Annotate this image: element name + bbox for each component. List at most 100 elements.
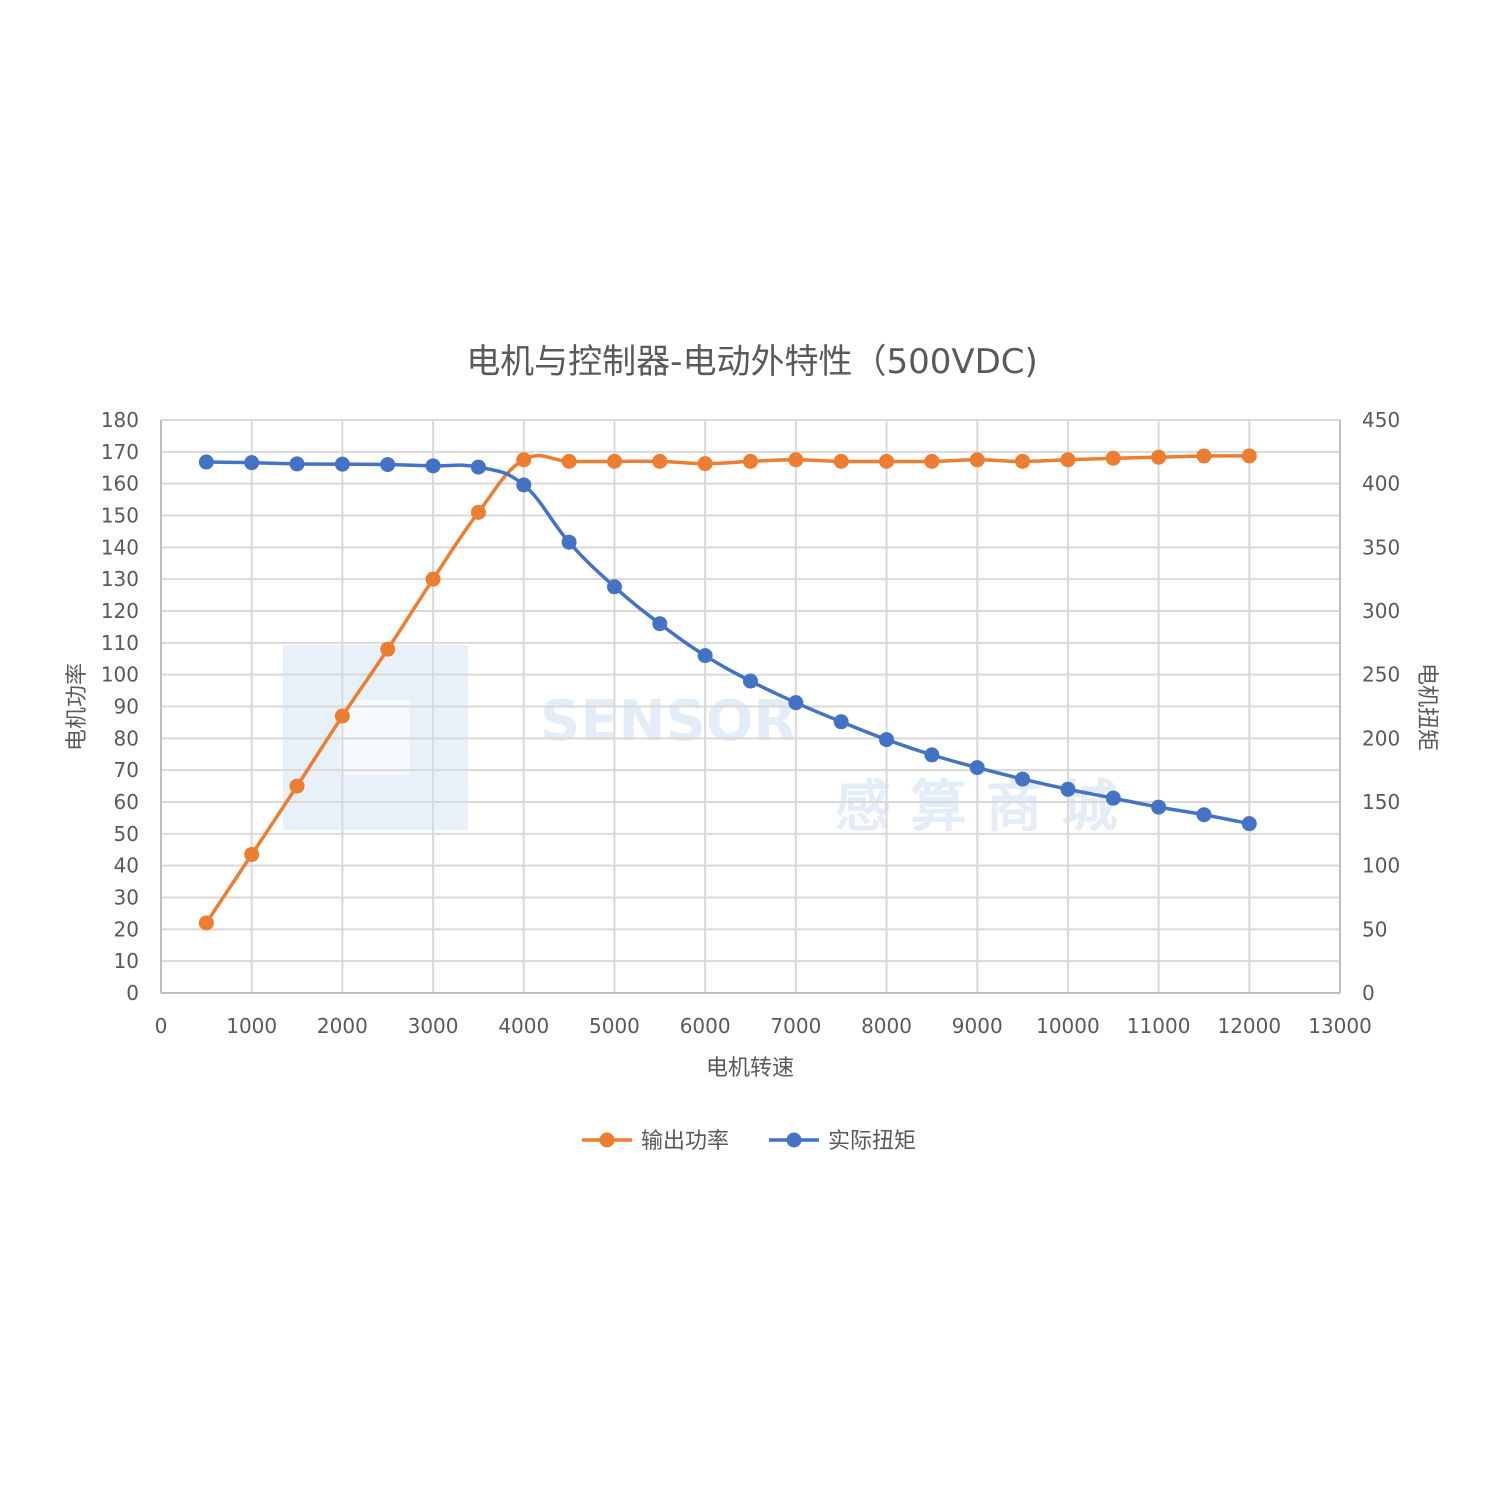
y-tick-label-right: 200 — [1362, 726, 1400, 750]
axes — [160, 420, 1341, 994]
data-point-torque[interactable] — [606, 579, 622, 595]
data-point-power[interactable] — [652, 453, 668, 469]
data-point-power[interactable] — [697, 456, 713, 472]
data-point-torque[interactable] — [561, 534, 577, 550]
legend-item-power[interactable]: 输出功率 — [582, 1129, 729, 1154]
data-point-power[interactable] — [924, 453, 940, 469]
y-tick-label-left: 0 — [126, 981, 139, 1005]
x-tick-label: 4000 — [498, 1014, 549, 1038]
data-point-torque[interactable] — [1060, 781, 1076, 797]
y-tick-label-right: 450 — [1362, 408, 1400, 432]
data-point-power[interactable] — [1060, 452, 1076, 468]
x-tick-label: 3000 — [408, 1014, 459, 1038]
data-point-torque[interactable] — [697, 648, 713, 664]
data-point-torque[interactable] — [334, 456, 350, 472]
legend: 输出功率 实际扭矩 — [582, 1129, 916, 1154]
legend-marker-power — [599, 1132, 615, 1148]
y-tick-label-left: 30 — [114, 886, 139, 910]
data-point-power[interactable] — [969, 452, 985, 468]
y-tick-label-left: 40 — [114, 854, 139, 878]
data-point-torque[interactable] — [788, 695, 804, 711]
x-tick-label: 10000 — [1036, 1014, 1100, 1038]
grid-lines — [161, 419, 1341, 993]
y-tick-label-left: 140 — [101, 535, 139, 559]
x-tick-label: 2000 — [317, 1014, 368, 1038]
x-tick-label: 11000 — [1127, 1014, 1191, 1038]
data-point-torque[interactable] — [833, 714, 849, 730]
data-point-torque[interactable] — [652, 616, 668, 632]
data-point-power[interactable] — [1015, 453, 1031, 469]
data-point-power[interactable] — [788, 452, 804, 468]
data-point-power[interactable] — [833, 453, 849, 469]
watermark-brand: SENSOR — [540, 689, 797, 754]
y-tick-label-left: 10 — [114, 949, 139, 973]
y-tick-label-left: 70 — [114, 758, 139, 782]
y-tick-label-right: 350 — [1362, 535, 1400, 559]
data-point-torque[interactable] — [1015, 771, 1031, 787]
y-tick-label-right: 50 — [1362, 917, 1387, 941]
data-point-power[interactable] — [1196, 448, 1212, 464]
data-point-power[interactable] — [244, 847, 260, 863]
data-point-power[interactable] — [289, 778, 305, 794]
data-point-torque[interactable] — [516, 477, 532, 493]
data-point-power[interactable] — [470, 504, 486, 520]
data-point-power[interactable] — [198, 915, 214, 931]
data-point-power[interactable] — [743, 453, 758, 469]
series-layer — [198, 448, 1257, 931]
x-tick-label: 1000 — [226, 1014, 277, 1038]
y-tick-label-left: 150 — [101, 504, 139, 528]
data-point-power[interactable] — [606, 453, 622, 469]
data-point-torque[interactable] — [879, 732, 895, 748]
y-tick-label-left: 180 — [101, 408, 139, 432]
data-point-power[interactable] — [1151, 449, 1167, 465]
y-tick-label-left: 170 — [101, 440, 139, 464]
y-tick-label-right: 150 — [1362, 790, 1400, 814]
data-point-power[interactable] — [879, 453, 895, 469]
data-point-torque[interactable] — [425, 458, 441, 474]
data-point-torque[interactable] — [1241, 816, 1257, 832]
chart-title: 电机与控制器-电动外特性（500VDC) — [466, 342, 1038, 382]
data-point-torque[interactable] — [244, 455, 260, 471]
x-axis-label: 电机转速 — [706, 1056, 794, 1081]
y-tick-label-left: 20 — [114, 917, 139, 941]
data-point-torque[interactable] — [969, 760, 985, 776]
data-point-torque[interactable] — [924, 747, 940, 763]
x-tick-label: 7000 — [770, 1014, 821, 1038]
data-point-power[interactable] — [425, 571, 441, 587]
legend-item-torque[interactable]: 实际扭矩 — [769, 1129, 916, 1154]
data-point-torque[interactable] — [1151, 799, 1167, 815]
data-point-power[interactable] — [561, 453, 577, 469]
y-tick-label-left: 110 — [101, 631, 139, 655]
data-point-torque[interactable] — [380, 457, 396, 473]
data-point-power[interactable] — [1105, 450, 1121, 466]
data-point-power[interactable] — [516, 452, 532, 468]
data-point-power[interactable] — [380, 641, 396, 657]
y-tick-label-left: 120 — [101, 599, 139, 623]
y-axis-right-label: 电机扭矩 — [1414, 663, 1439, 751]
x-tick-label: 5000 — [589, 1014, 640, 1038]
x-tick-label: 0 — [155, 1014, 168, 1038]
x-tick-label: 6000 — [680, 1014, 731, 1038]
legend-marker-torque — [786, 1132, 802, 1148]
legend-label-torque: 实际扭矩 — [828, 1129, 916, 1154]
data-point-torque[interactable] — [289, 456, 305, 472]
data-point-power[interactable] — [334, 708, 350, 724]
y-tick-label-left: 160 — [101, 472, 139, 496]
x-tick-label: 9000 — [952, 1014, 1003, 1038]
y-tick-label-left: 50 — [114, 822, 139, 846]
data-point-power[interactable] — [1241, 448, 1257, 464]
y-tick-label-left: 100 — [101, 663, 139, 687]
data-point-torque[interactable] — [1105, 790, 1121, 806]
data-point-torque[interactable] — [470, 459, 486, 475]
y-tick-label-right: 100 — [1362, 854, 1400, 878]
data-point-torque[interactable] — [1196, 807, 1212, 823]
tick-labels: 0 1000 2000 3000 4000 5000 6000 7000 8000 9000 100… — [101, 408, 1400, 1038]
data-point-torque[interactable] — [743, 673, 758, 689]
y-axis-left-label: 电机功率 — [65, 663, 90, 751]
y-tick-label-left: 90 — [114, 695, 139, 719]
x-tick-label: 12000 — [1217, 1014, 1281, 1038]
y-tick-label-left: 130 — [101, 567, 139, 591]
data-point-torque[interactable] — [198, 454, 214, 470]
y-tick-label-right: 250 — [1362, 663, 1400, 687]
y-tick-label-right: 300 — [1362, 599, 1400, 623]
